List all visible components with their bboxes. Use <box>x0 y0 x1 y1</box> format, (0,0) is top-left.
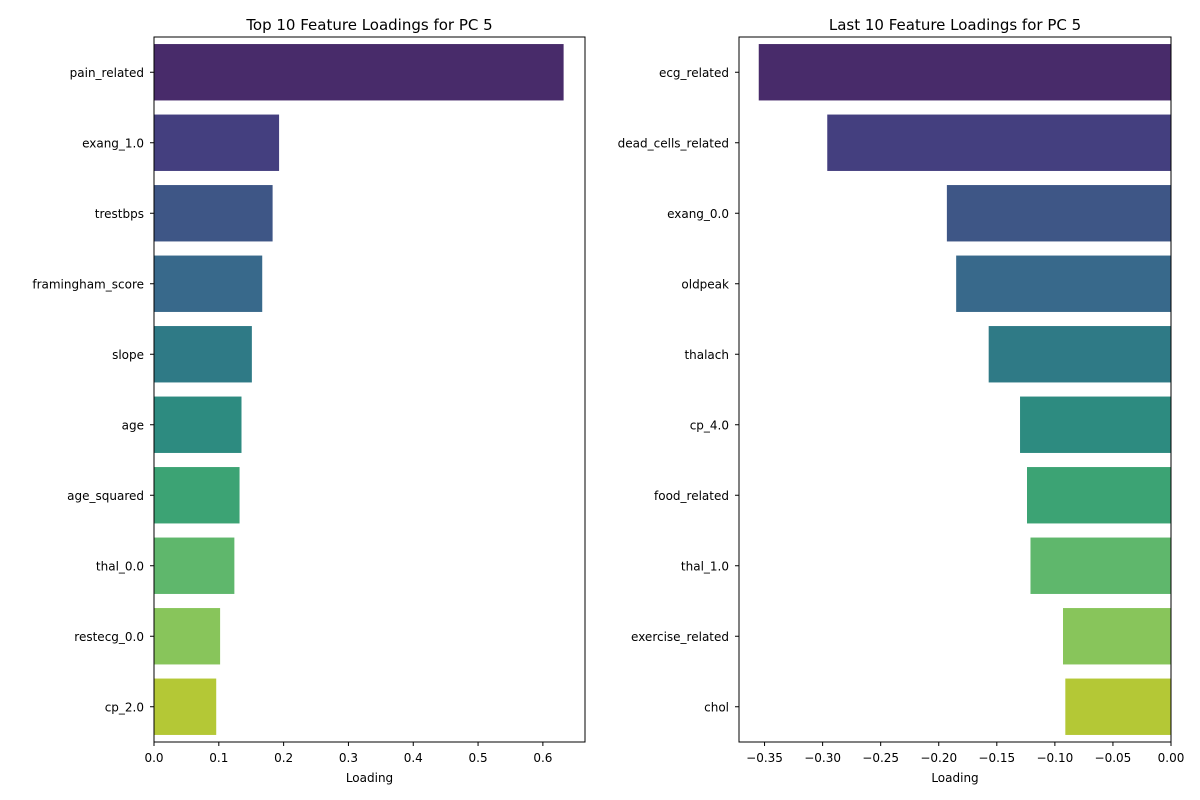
last-category-label: ecg_related <box>659 66 729 80</box>
top-xtick-label: 0.5 <box>469 751 488 765</box>
last-bar-10 <box>1065 678 1171 735</box>
last-category-label: exercise_related <box>631 630 729 644</box>
last-axes-frame <box>738 36 1172 743</box>
top-bar-10 <box>154 678 217 735</box>
top-category-label: age <box>122 418 144 432</box>
last-bar-3 <box>946 185 1171 242</box>
last-bar-8 <box>1030 537 1171 594</box>
top-category-label: trestbps <box>95 207 144 221</box>
last-xtick-label: −0.35 <box>746 751 783 765</box>
last-x-axis-label: Loading <box>931 771 978 785</box>
last-category-label: cp_4.0 <box>690 418 729 432</box>
top-x-axis-label: Loading <box>346 771 393 785</box>
last-xtick-label: −0.15 <box>978 751 1015 765</box>
top-bar-2 <box>154 114 280 171</box>
last-bar-5 <box>988 326 1171 383</box>
top-category-label: slope <box>112 348 144 362</box>
last-bar-7 <box>1027 467 1171 524</box>
top-bar-6 <box>154 396 242 453</box>
last-xtick-label: −0.10 <box>1036 751 1073 765</box>
last-bar-2 <box>827 114 1171 171</box>
top-loadings-panel: pain_related exang_1.0 trestbps framingham_… <box>32 16 586 785</box>
last-bar-4 <box>956 255 1171 312</box>
last-category-label: thal_1.0 <box>681 559 729 573</box>
top-bar-3 <box>154 185 273 242</box>
top-bar-1 <box>154 44 564 101</box>
top-category-label: cp_2.0 <box>105 700 144 714</box>
last-xtick-label: 0.00 <box>1158 751 1185 765</box>
top-category-label: age_squared <box>67 489 144 503</box>
top-bar-9 <box>154 608 221 665</box>
top-bar-7 <box>154 467 240 524</box>
last-bar-9 <box>1063 608 1171 665</box>
top-bar-4 <box>154 255 263 312</box>
last-category-label: oldpeak <box>681 277 729 291</box>
top-xtick-label: 0.1 <box>209 751 228 765</box>
top-xtick-label: 0.3 <box>339 751 358 765</box>
last-category-label: chol <box>704 700 729 714</box>
top-category-label: exang_1.0 <box>82 136 144 150</box>
top-bar-8 <box>154 537 235 594</box>
last-category-label: food_related <box>654 489 729 503</box>
last-chart-title: Last 10 Feature Loadings for PC 5 <box>829 16 1081 34</box>
top-xtick-label: 0.0 <box>144 751 163 765</box>
top-chart-title: Top 10 Feature Loadings for PC 5 <box>245 16 492 34</box>
last-xtick-label: −0.25 <box>862 751 899 765</box>
top-axes-frame <box>153 36 586 743</box>
last-xtick-label: −0.05 <box>1095 751 1132 765</box>
top-category-label: pain_related <box>70 66 144 80</box>
last-category-label: exang_0.0 <box>667 207 729 221</box>
top-category-label: thal_0.0 <box>96 559 144 573</box>
top-category-label: restecg_0.0 <box>74 630 144 644</box>
last-xtick-label: −0.30 <box>804 751 841 765</box>
last-bar-1 <box>758 44 1171 101</box>
last-xtick-label: −0.20 <box>920 751 957 765</box>
top-category-label: framingham_score <box>32 277 144 291</box>
last-bar-6 <box>1020 396 1171 453</box>
top-xtick-label: 0.2 <box>274 751 293 765</box>
top-xtick-label: 0.4 <box>404 751 423 765</box>
top-bar-5 <box>154 326 252 383</box>
top-xtick-label: 0.6 <box>533 751 552 765</box>
last-category-label: dead_cells_related <box>618 136 729 150</box>
bottom-loadings-panel: ecg_related dead_cells_related exang_0.0ol… <box>618 16 1185 785</box>
last-category-label: thalach <box>684 348 729 362</box>
